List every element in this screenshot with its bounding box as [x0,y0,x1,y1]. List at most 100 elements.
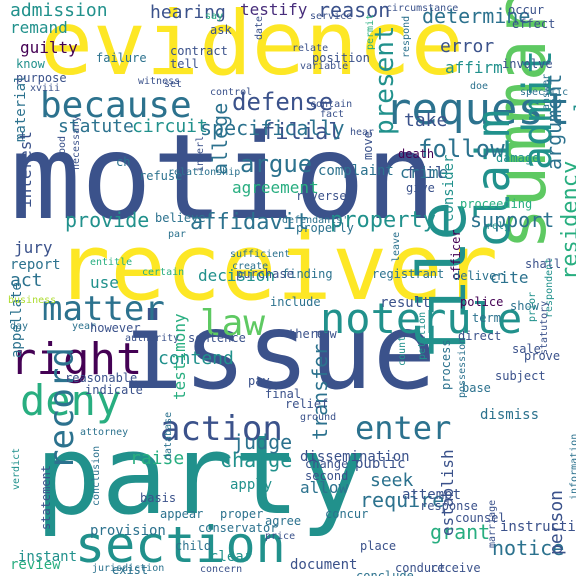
cloud-word: agreement [232,178,319,197]
cloud-word: position [312,51,370,65]
cloud-word: party [35,411,367,539]
cloud-word: leave [391,231,402,262]
cloud-word: finding [282,267,333,281]
cloud-word: business [8,295,57,306]
cloud-word: attorney [80,427,129,438]
cloud-word: permit [365,13,376,50]
cloud-word: service [310,11,353,22]
cloud-word: affidavit [190,210,310,235]
cloud-word: final [265,387,302,401]
cloud-word: noterule [320,294,523,343]
cloud-word: set [164,79,183,90]
cloud-word: sufficient [230,249,291,260]
cloud-word: term [472,311,501,325]
cloud-word: grant [430,520,491,544]
cloud-word: decision [198,266,276,285]
cloud-word: include [270,295,321,309]
cloud-word: filial [262,120,342,145]
cloud-word: count [397,335,408,366]
cloud-word: section [75,516,286,574]
cloud-word: ask [210,23,232,37]
cloud-word: prior [527,291,538,322]
cloud-word: reasonable [65,371,138,385]
cloud-word: matter [42,289,165,329]
cloud-word: rely [486,221,511,232]
cloud-word: motion [10,108,437,246]
cloud-word: clear [210,549,253,565]
cloud-word: circumstance [386,3,459,14]
cloud-word: remand [10,18,68,37]
cloud-word: place [360,539,397,553]
cloud-word: par [168,229,187,240]
cloud-word: entitle [90,257,133,268]
cloud-word: consider [441,154,457,222]
cloud-word: require [360,488,445,512]
cloud-word: report [10,257,61,273]
cloud-word: there [288,327,325,341]
cloud-word: failure [96,51,147,65]
cloud-word: tell [170,57,199,71]
cloud-word: record [42,347,82,470]
cloud-word: authority [125,333,180,344]
cloud-word: admission [10,0,108,21]
cloud-word: follow [418,135,505,163]
cloud-word: law [200,303,266,344]
cloud-word: residency [558,160,576,280]
cloud-word: request [385,84,571,135]
cloud-word: cite [490,268,529,287]
cloud-word: subject [495,369,546,383]
cloud-word: proper [220,507,264,521]
cloud-word: take [404,110,448,131]
cloud-word: shall [525,257,562,271]
cloud-word: defense [232,88,334,116]
cloud-word: property [330,208,436,233]
cloud-word: transfer [308,343,332,440]
cloud-word: ground [300,412,337,423]
cloud-word: conclusion [91,445,102,506]
cloud-word: indicate [85,383,143,397]
cloud-word: necessary [71,115,82,170]
cloud-word: fact [320,109,345,120]
cloud-word: fail [406,163,445,182]
cloud-word: enter [355,409,452,447]
cloud-word: certain [142,267,185,278]
cloud-word: basis [140,491,177,505]
cloud-word: police [460,295,504,309]
cloud-word: registrant [372,267,445,281]
cloud-word: contain [310,99,353,110]
cloud-word: properly [296,221,354,235]
cloud-word: purpose [16,71,67,85]
cloud-word: second [305,469,349,483]
cloud-word: specifically [200,116,345,140]
cloud-word: effect [512,17,556,31]
cloud-word: however [90,321,141,335]
cloud-word: dissemination [300,449,410,465]
cloud-word: change [305,457,349,471]
cloud-word: show [510,299,539,313]
cloud-word: action [160,409,283,449]
cloud-word: create [232,261,269,272]
cloud-word: respond [401,15,412,58]
cloud-word: response [420,499,478,513]
cloud-word: prove [524,349,561,363]
cloud-word: argue [240,150,313,178]
cloud-word: concern [200,564,243,575]
cloud-word: xviii [30,83,61,94]
cloud-word: day [10,321,29,332]
cloud-word: price [265,531,296,542]
cloud-word: circuit [132,116,208,137]
cloud-word: guilty [20,38,78,57]
cloud-word: because [40,85,192,126]
cloud-word: reason [318,0,391,22]
cloud-word: occur [508,3,545,17]
cloud-word: receiver [55,214,499,321]
cloud-word: result [380,295,431,311]
cloud-word: testify [240,0,308,19]
cloud-word: base [462,381,491,395]
cloud-word: conclude [356,569,414,576]
cloud-word: relationship [168,167,241,178]
cloud-word: deliver [453,269,504,283]
cloud-word: attempt [402,487,462,503]
cloud-word: exist [112,563,149,576]
cloud-word: year [72,321,97,332]
